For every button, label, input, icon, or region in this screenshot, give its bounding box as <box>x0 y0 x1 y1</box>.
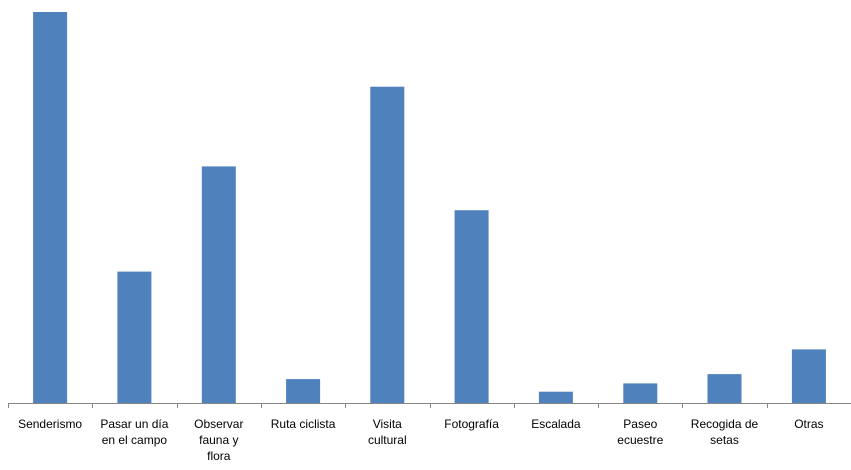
x-tick-label-line: Otras <box>794 417 823 431</box>
bar-7 <box>623 383 657 403</box>
x-tick-label-line: flora <box>207 449 231 463</box>
x-tick-label-2: Observar fauna y flora <box>194 417 243 463</box>
bar-2 <box>202 166 236 403</box>
x-tick-label-5: Fotografía <box>444 417 499 431</box>
bar-1 <box>117 272 151 403</box>
x-tick-label-line: Visita <box>373 417 402 431</box>
x-tick-label-line: cultural <box>368 433 407 447</box>
x-tick-label-line: Observar <box>194 417 243 431</box>
x-tick-label-line: Senderismo <box>18 417 82 431</box>
x-tick-label-7: Paseo ecuestre <box>617 417 663 447</box>
x-tick-label-3: Ruta ciclista <box>271 417 336 431</box>
bar-8 <box>708 374 742 403</box>
bars-layer <box>33 12 826 403</box>
x-tick-label-line: ecuestre <box>617 433 663 447</box>
x-tick-label-6: Escalada <box>531 417 581 431</box>
x-tick-label-9: Otras <box>794 417 823 431</box>
x-tick-label-line: en el campo <box>102 433 168 447</box>
x-tick-label-0: Senderismo <box>18 417 82 431</box>
bar-9 <box>792 349 826 403</box>
x-tick-label-line: setas <box>710 433 739 447</box>
bar-6 <box>539 392 573 403</box>
x-tick-label-line: Escalada <box>531 417 581 431</box>
x-tick-label-line: Paseo <box>623 417 657 431</box>
bar-5 <box>455 210 489 403</box>
x-tick-label-4: Visita cultural <box>368 417 407 447</box>
x-tick-label-1: Pasar un día en el campo <box>100 417 168 447</box>
x-tick-label-line: Ruta ciclista <box>271 417 336 431</box>
x-tick-label-line: Pasar un día <box>100 417 168 431</box>
x-tick-label-line: Recogida de <box>691 417 759 431</box>
x-tick-label-line: Fotografía <box>444 417 499 431</box>
bar-4 <box>370 87 404 403</box>
bar-0 <box>33 12 67 403</box>
x-tick-label-8: Recogida de setas <box>691 417 759 447</box>
bar-3 <box>286 379 320 403</box>
x-tick-label-line: fauna y <box>199 433 238 447</box>
x-axis-labels: Senderismo Pasar un día en el campo Observa… <box>18 417 823 463</box>
